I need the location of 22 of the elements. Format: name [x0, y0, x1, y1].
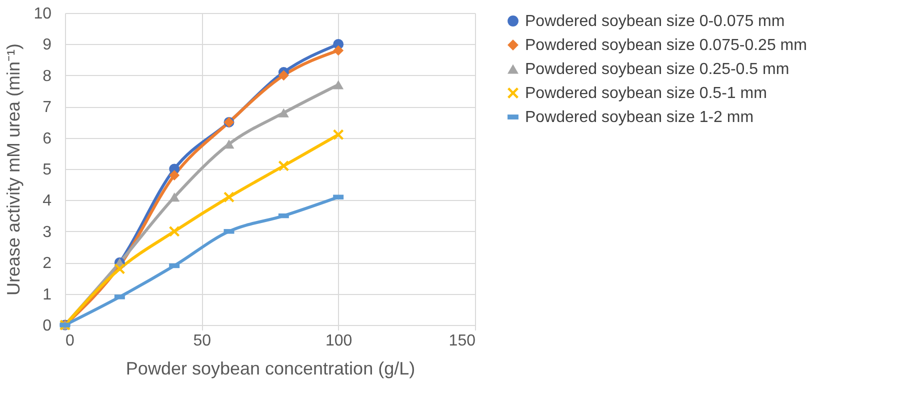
y-tick-label: 1 [42, 286, 52, 304]
x-axis-title: Powder soybean concentration (g/L) [126, 358, 416, 378]
legend-label: Powdered soybean size 0.25-0.5 mm [525, 61, 790, 78]
y-tick-label: 6 [42, 130, 52, 148]
y-tick-label: 2 [42, 255, 52, 272]
legend-label: Powdered soybean size 0-0.075 mm [525, 13, 785, 30]
legend-label: Powdered soybean size 0.075-0.25 mm [525, 37, 807, 54]
y-tick-label: 9 [42, 36, 52, 54]
y-axis-title: Urease activity mM urea (min⁻¹) [4, 43, 24, 296]
x-tick-label: 50 [193, 332, 212, 350]
y-tick-label: 3 [42, 224, 52, 241]
x-tick-label: 150 [448, 332, 476, 350]
y-tick-label: 4 [42, 192, 52, 210]
y-tick-label: 10 [34, 6, 52, 22]
y-tick-label: 8 [42, 68, 52, 85]
y-tick-label: 0 [42, 318, 52, 334]
legend-label: Powdered soybean size 1-2 mm [525, 109, 754, 126]
x-tick-label: 0 [66, 332, 74, 350]
y-tick-label: 7 [42, 99, 52, 116]
x-tick-label: 100 [325, 332, 352, 350]
legend-label: Powdered soybean size 0.5-1 mm [525, 85, 767, 102]
y-tick-label: 5 [42, 162, 52, 178]
